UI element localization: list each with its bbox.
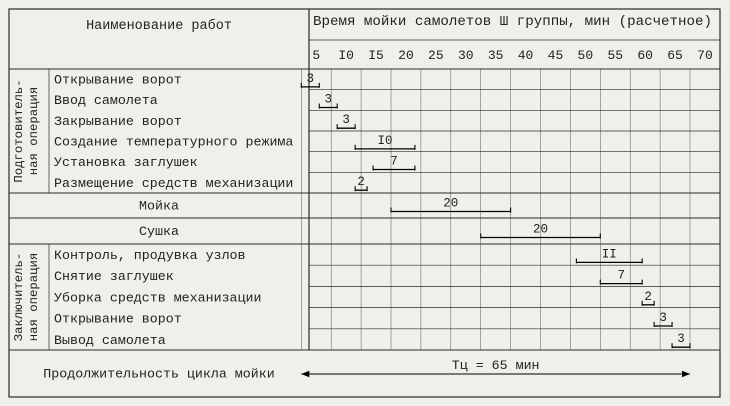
svg-text:II: II	[602, 247, 617, 261]
svg-text:Снятие заглушек: Снятие заглушек	[54, 269, 174, 284]
svg-text:I5: I5	[368, 48, 384, 63]
svg-text:Вывод самолета: Вывод самолета	[54, 333, 166, 348]
svg-text:ная операция: ная операция	[27, 253, 41, 342]
svg-text:70: 70	[697, 48, 713, 63]
svg-text:Ввод самолета: Ввод самолета	[54, 93, 158, 108]
svg-text:3: 3	[342, 113, 350, 127]
svg-text:60: 60	[637, 48, 653, 63]
svg-text:ная операция: ная операция	[27, 87, 41, 176]
svg-text:50: 50	[578, 48, 594, 63]
svg-text:25: 25	[428, 48, 444, 63]
svg-text:7: 7	[617, 269, 625, 283]
svg-text:20: 20	[533, 223, 548, 237]
svg-text:Наименование работ: Наименование работ	[86, 19, 232, 34]
svg-text:3: 3	[677, 332, 685, 346]
svg-text:5: 5	[312, 48, 320, 63]
svg-text:Размещение средств механизации: Размещение средств механизации	[54, 176, 293, 191]
svg-text:2: 2	[644, 290, 652, 304]
svg-text:Закрывание ворот: Закрывание ворот	[54, 114, 182, 129]
svg-text:Контроль, продувка узлов: Контроль, продувка узлов	[54, 248, 246, 263]
svg-text:3: 3	[324, 93, 332, 107]
svg-text:3: 3	[659, 311, 667, 325]
svg-text:Уборка средств механизации: Уборка средств механизации	[54, 290, 261, 305]
svg-text:55: 55	[607, 48, 623, 63]
svg-text:Заключитель-: Заключитель-	[12, 253, 26, 342]
svg-text:Тц = 65 мин: Тц = 65 мин	[452, 358, 540, 373]
svg-text:Время мойки самолетов Ш гру: Время мойки самолетов Ш группы, мин (рас…	[313, 15, 712, 30]
svg-text:I0: I0	[378, 134, 393, 148]
svg-text:Мойка: Мойка	[139, 199, 179, 214]
svg-text:Подготовитель-: Подготовитель-	[12, 79, 26, 182]
svg-text:7: 7	[390, 155, 398, 169]
svg-text:65: 65	[667, 48, 683, 63]
svg-text:Установка заглушек: Установка заглушек	[54, 155, 198, 170]
svg-text:Продолжительность цикла мойки: Продолжительность цикла мойки	[43, 367, 274, 382]
svg-text:Сушка: Сушка	[139, 224, 179, 239]
svg-text:40: 40	[518, 48, 534, 63]
svg-text:30: 30	[458, 48, 474, 63]
svg-text:I0: I0	[338, 48, 354, 63]
svg-text:Создание температурного режима: Создание температурного режима	[54, 135, 293, 150]
svg-text:20: 20	[398, 48, 414, 63]
svg-text:20: 20	[443, 197, 458, 211]
svg-text:Открывание ворот: Открывание ворот	[54, 73, 182, 88]
svg-text:Открывание ворот: Открывание ворот	[54, 312, 182, 327]
svg-text:2: 2	[357, 175, 365, 189]
svg-text:45: 45	[548, 48, 564, 63]
svg-text:3: 3	[307, 72, 315, 86]
svg-text:35: 35	[488, 48, 504, 63]
